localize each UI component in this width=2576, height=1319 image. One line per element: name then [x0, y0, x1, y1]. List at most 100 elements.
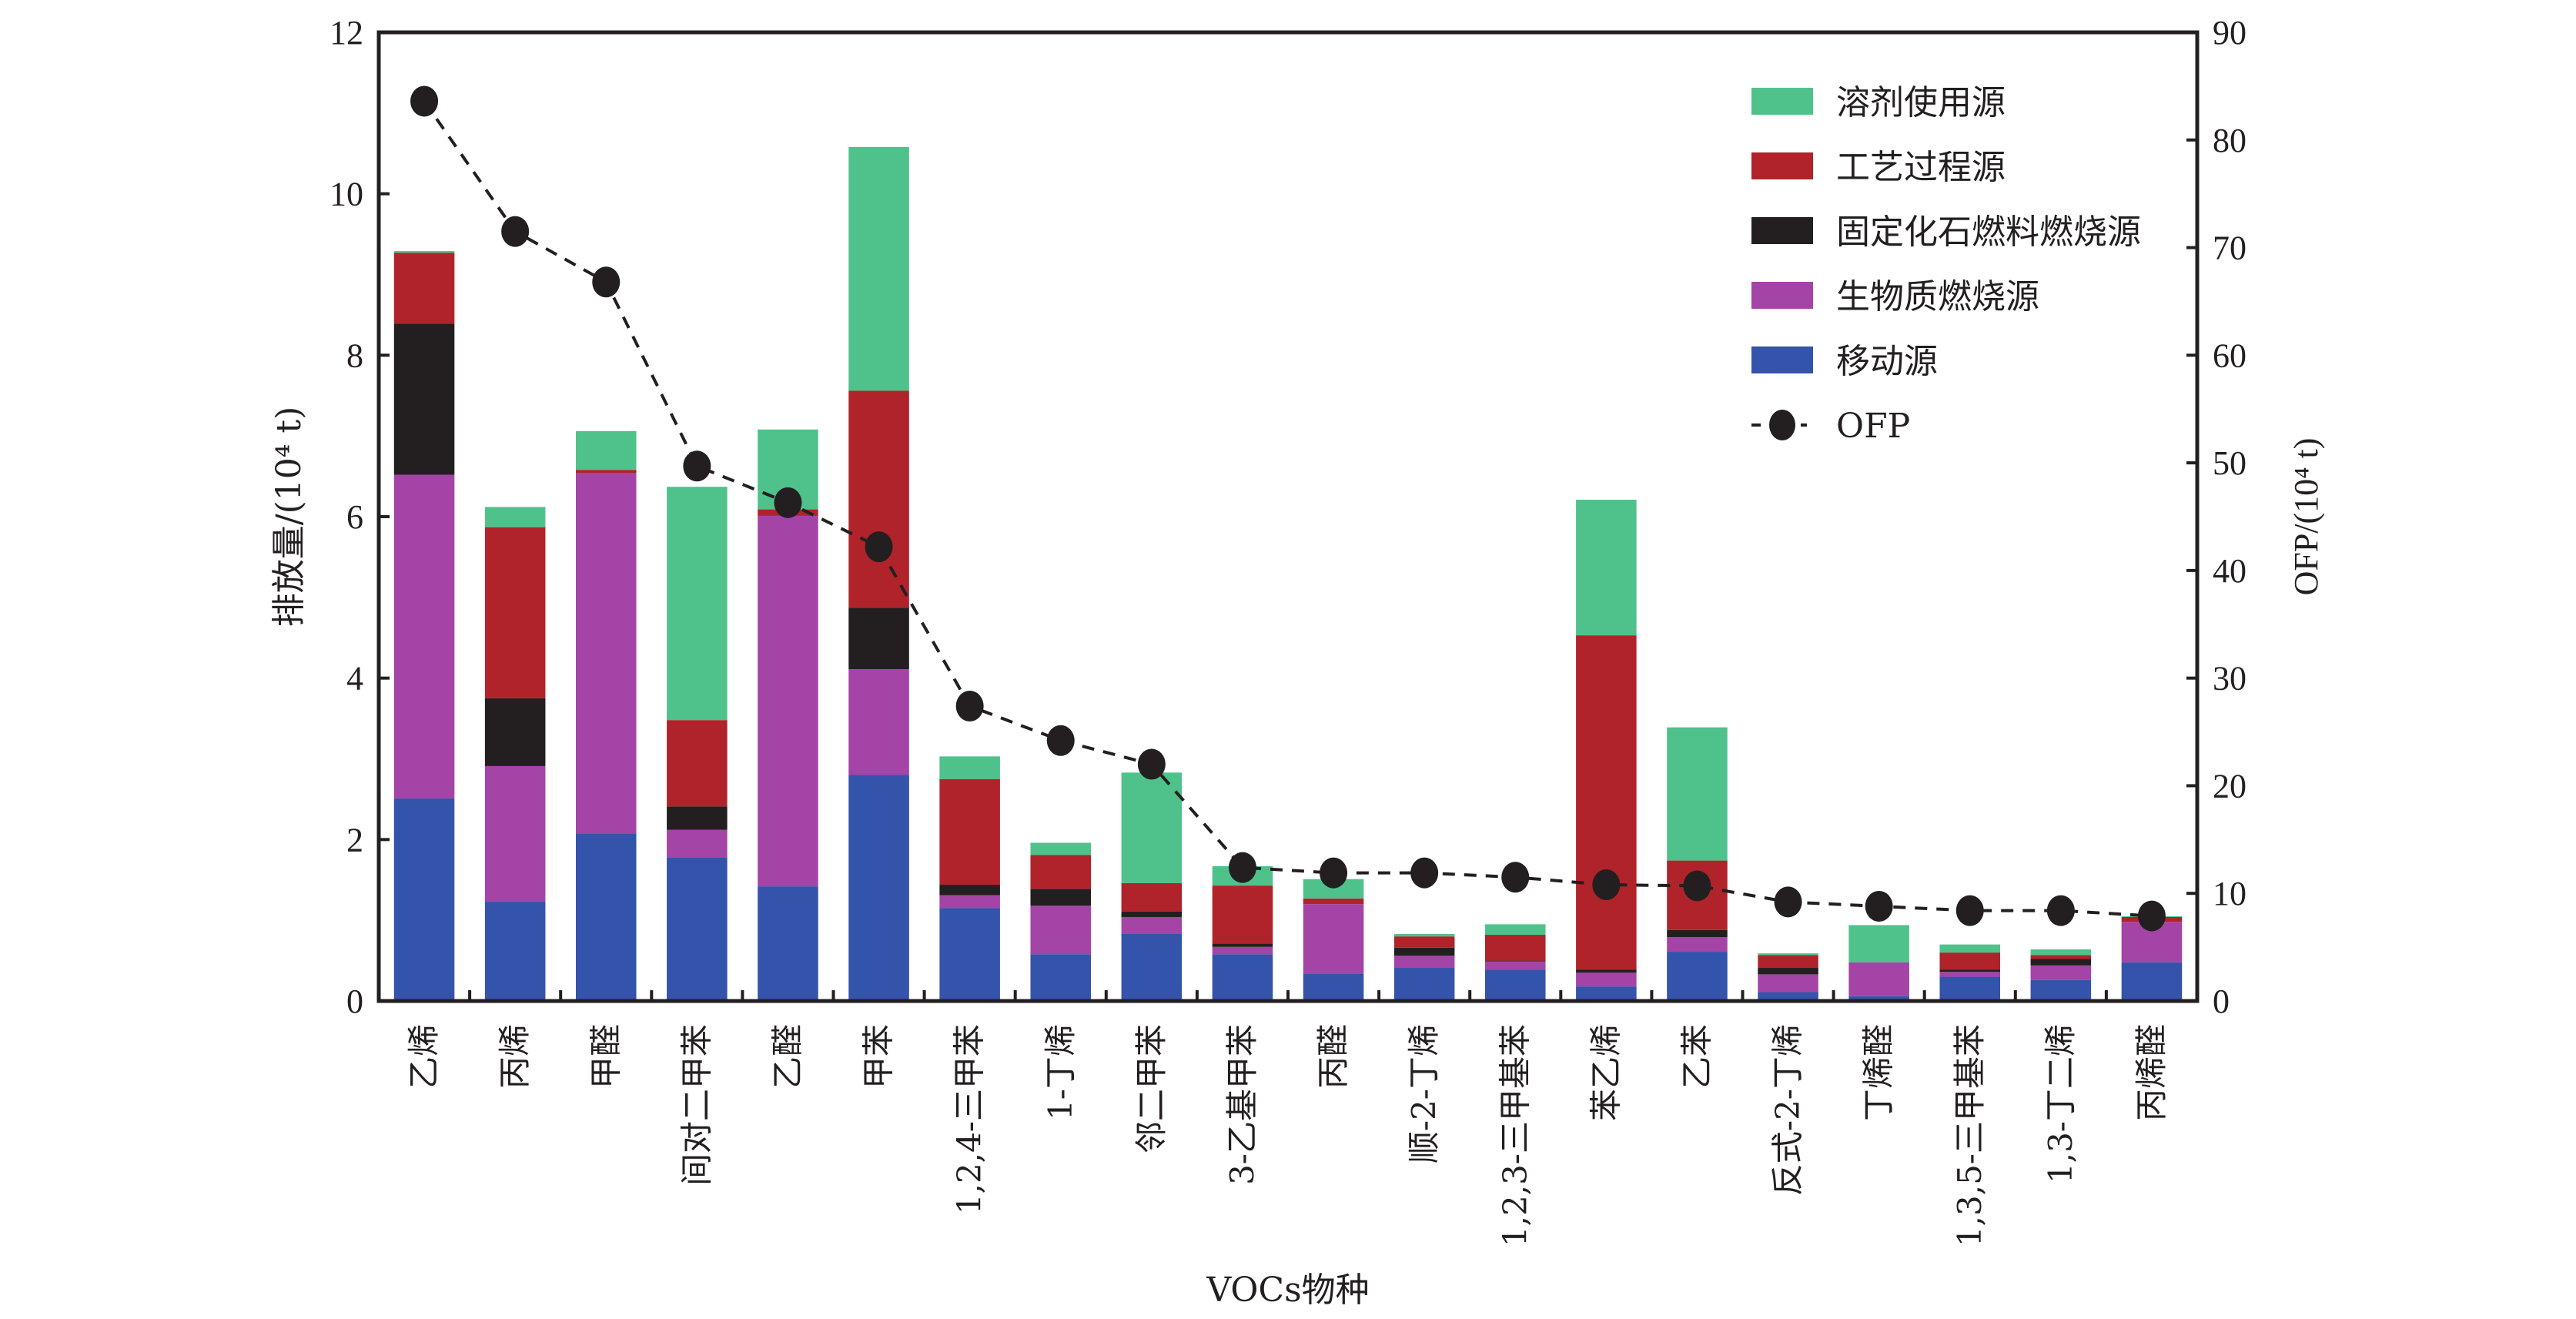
bar-segment [1030, 954, 1092, 1001]
y-tick-label: 8 [346, 336, 363, 374]
ofp-point [1501, 862, 1530, 893]
ofp-line-group [410, 85, 2166, 932]
x-tick-label: 邻二甲苯 [1132, 1024, 1170, 1153]
bar-segment [2030, 979, 2092, 1001]
bar-segment [1576, 973, 1637, 987]
bar-segment [2121, 962, 2183, 1001]
y2-tick-label: 90 [2213, 14, 2246, 52]
bar-segment [1758, 968, 1818, 975]
x-tick-label: 丙醛 [1314, 1024, 1352, 1089]
bar-segment [1030, 842, 1092, 855]
y2-tick-label: 20 [2213, 767, 2246, 805]
bar-segment [1667, 937, 1728, 952]
x-tick-label: 苯乙烯 [1587, 1024, 1624, 1121]
ofp-point [955, 691, 984, 722]
bar-segment [848, 390, 909, 608]
bar-segment [1576, 969, 1637, 973]
legend-swatch [1751, 346, 1813, 373]
bar-segment [1212, 885, 1273, 944]
bar-segment [393, 798, 455, 1001]
bar-segment [1939, 952, 2001, 970]
bar-segment [1303, 898, 1364, 905]
bar-segment [1121, 933, 1183, 1001]
y2-tick-label: 60 [2213, 336, 2246, 374]
y2-tick-label: 70 [2213, 229, 2246, 267]
y-tick-label: 2 [346, 821, 363, 859]
x-tick-label: 甲苯 [860, 1024, 898, 1089]
bar-segment [939, 756, 1000, 779]
x-tick-label: 1,2,3-三甲基苯 [1496, 1024, 1534, 1247]
legend-swatch [1751, 217, 1813, 244]
ofp-point [1955, 895, 1984, 926]
ofp-point [1410, 857, 1439, 889]
bars-group [393, 146, 2183, 1001]
bar-segment [484, 507, 546, 527]
bar-segment [1484, 924, 1546, 936]
bar-segment [484, 902, 546, 1001]
y2-axis-title: OFP/(10⁴ t) [2287, 438, 2325, 596]
y2-tick-label: 30 [2213, 660, 2246, 698]
bar-segment [2030, 949, 2092, 956]
legend-swatch [1751, 282, 1813, 309]
ofp-point [2137, 900, 2166, 932]
bar-segment [1758, 955, 1818, 969]
bar-segment [667, 720, 728, 807]
bar-segment [758, 515, 818, 887]
bar-segment [1393, 947, 1455, 956]
x-tick-label: 反式-2-丁烯 [1769, 1024, 1807, 1196]
ofp-point [683, 450, 711, 482]
ofp-point [1774, 886, 1802, 918]
bar-segment [1667, 929, 1728, 938]
bar-segment [393, 474, 455, 798]
bar-segment [1121, 911, 1183, 917]
bar-segment [484, 527, 546, 698]
x-tick-label: 乙烯 [405, 1024, 443, 1089]
bar-segment [1758, 992, 1818, 1001]
legend-swatch [1751, 152, 1813, 179]
legend-label: 移动源 [1836, 342, 1938, 381]
y2-tick-label: 80 [2213, 122, 2246, 159]
y-axis-title: 排放量/(10⁴ t) [269, 407, 309, 627]
x-tick-label: 3-乙基甲苯 [1223, 1024, 1261, 1185]
ofp-point [501, 216, 530, 247]
legend-label: 生物质燃烧源 [1836, 277, 2039, 316]
legend-label: 工艺过程源 [1836, 148, 2006, 187]
bar-segment [1212, 954, 1273, 1001]
bar-segment [1667, 727, 1728, 861]
bar-segment [2030, 955, 2092, 959]
ofp-point [865, 531, 893, 563]
bar-segment [1121, 916, 1183, 934]
y-tick-label: 6 [346, 498, 363, 536]
x-tick-label: 1-丁烯 [1042, 1024, 1079, 1120]
y-tick-label: 0 [346, 983, 363, 1020]
ofp-point [1046, 725, 1075, 756]
ofp-point [1592, 869, 1621, 901]
bar-segment [1484, 961, 1546, 970]
bar-segment [1939, 972, 2001, 977]
bar-segment [1393, 956, 1455, 969]
bar-segment [667, 829, 728, 858]
bar-segment [393, 323, 455, 475]
bar-segment [1303, 973, 1364, 1001]
bar-segment [1848, 962, 1909, 996]
bar-segment [1030, 906, 1092, 955]
bar-segment [484, 765, 546, 902]
bar-segment [575, 833, 637, 1001]
y2-tick-label: 40 [2213, 552, 2246, 590]
bar-segment [1848, 996, 1909, 1001]
bar-segment [848, 146, 909, 391]
x-tick-label: 1,3-丁二烯 [2042, 1024, 2079, 1183]
legend-label: 溶剂使用源 [1836, 83, 2006, 122]
bar-segment [1576, 499, 1637, 636]
ofp-point [2046, 895, 2075, 926]
bar-segment [1576, 986, 1637, 1001]
x-tick-label: 顺-2-丁烯 [1405, 1024, 1443, 1163]
ofp-point [1683, 870, 1711, 902]
bar-segment [848, 775, 909, 1001]
bar-segment [1303, 904, 1364, 974]
bar-segment [939, 908, 1000, 1001]
y-tick-label: 10 [330, 176, 363, 213]
ofp-point [592, 266, 621, 298]
x-tick-label: 丙烯 [496, 1024, 534, 1089]
